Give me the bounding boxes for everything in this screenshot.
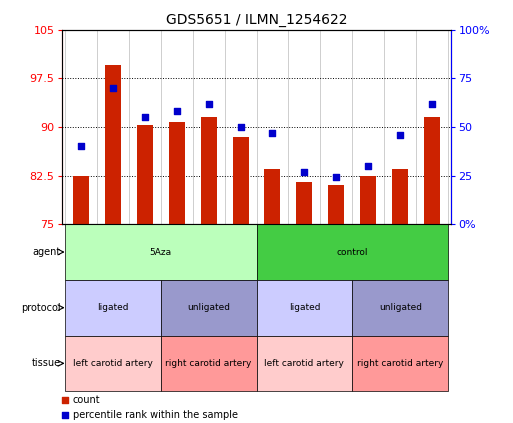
- Text: tissue: tissue: [32, 358, 61, 368]
- Bar: [360, 176, 377, 224]
- Point: [61, 397, 69, 404]
- FancyBboxPatch shape: [256, 335, 352, 391]
- Text: percentile rank within the sample: percentile rank within the sample: [73, 410, 238, 420]
- Text: left carotid artery: left carotid artery: [265, 359, 344, 368]
- Bar: [169, 122, 185, 224]
- FancyBboxPatch shape: [352, 335, 448, 391]
- FancyBboxPatch shape: [65, 280, 161, 335]
- Point: [141, 114, 149, 121]
- Text: unligated: unligated: [379, 303, 422, 312]
- Text: 5Aza: 5Aza: [150, 247, 172, 256]
- Text: control: control: [337, 247, 368, 256]
- Point: [109, 85, 117, 91]
- FancyBboxPatch shape: [256, 224, 448, 280]
- Text: right carotid artery: right carotid artery: [165, 359, 252, 368]
- FancyBboxPatch shape: [65, 335, 161, 391]
- FancyBboxPatch shape: [256, 280, 352, 335]
- FancyBboxPatch shape: [161, 335, 256, 391]
- Point: [332, 174, 341, 181]
- Bar: [392, 169, 408, 224]
- Point: [300, 168, 308, 175]
- Point: [76, 143, 85, 150]
- Text: unligated: unligated: [187, 303, 230, 312]
- Bar: [136, 125, 153, 224]
- Bar: [265, 169, 281, 224]
- Point: [61, 412, 69, 419]
- Bar: [232, 137, 248, 224]
- Bar: [424, 117, 440, 224]
- Bar: [297, 182, 312, 224]
- Title: GDS5651 / ILMN_1254622: GDS5651 / ILMN_1254622: [166, 13, 347, 27]
- Text: count: count: [73, 395, 101, 405]
- Text: agent: agent: [33, 247, 61, 257]
- Point: [172, 108, 181, 115]
- Bar: [105, 65, 121, 224]
- Text: left carotid artery: left carotid artery: [73, 359, 153, 368]
- Text: ligated: ligated: [97, 303, 128, 312]
- Point: [236, 124, 245, 130]
- Text: ligated: ligated: [289, 303, 320, 312]
- FancyBboxPatch shape: [161, 280, 256, 335]
- Bar: [328, 185, 344, 224]
- FancyBboxPatch shape: [65, 224, 256, 280]
- Point: [428, 100, 437, 107]
- Point: [364, 162, 372, 169]
- Point: [396, 131, 404, 138]
- Bar: [73, 176, 89, 224]
- FancyBboxPatch shape: [352, 280, 448, 335]
- Bar: [201, 117, 216, 224]
- Point: [268, 129, 277, 136]
- Text: protocol: protocol: [22, 303, 61, 313]
- Point: [205, 100, 213, 107]
- Text: right carotid artery: right carotid artery: [357, 359, 444, 368]
